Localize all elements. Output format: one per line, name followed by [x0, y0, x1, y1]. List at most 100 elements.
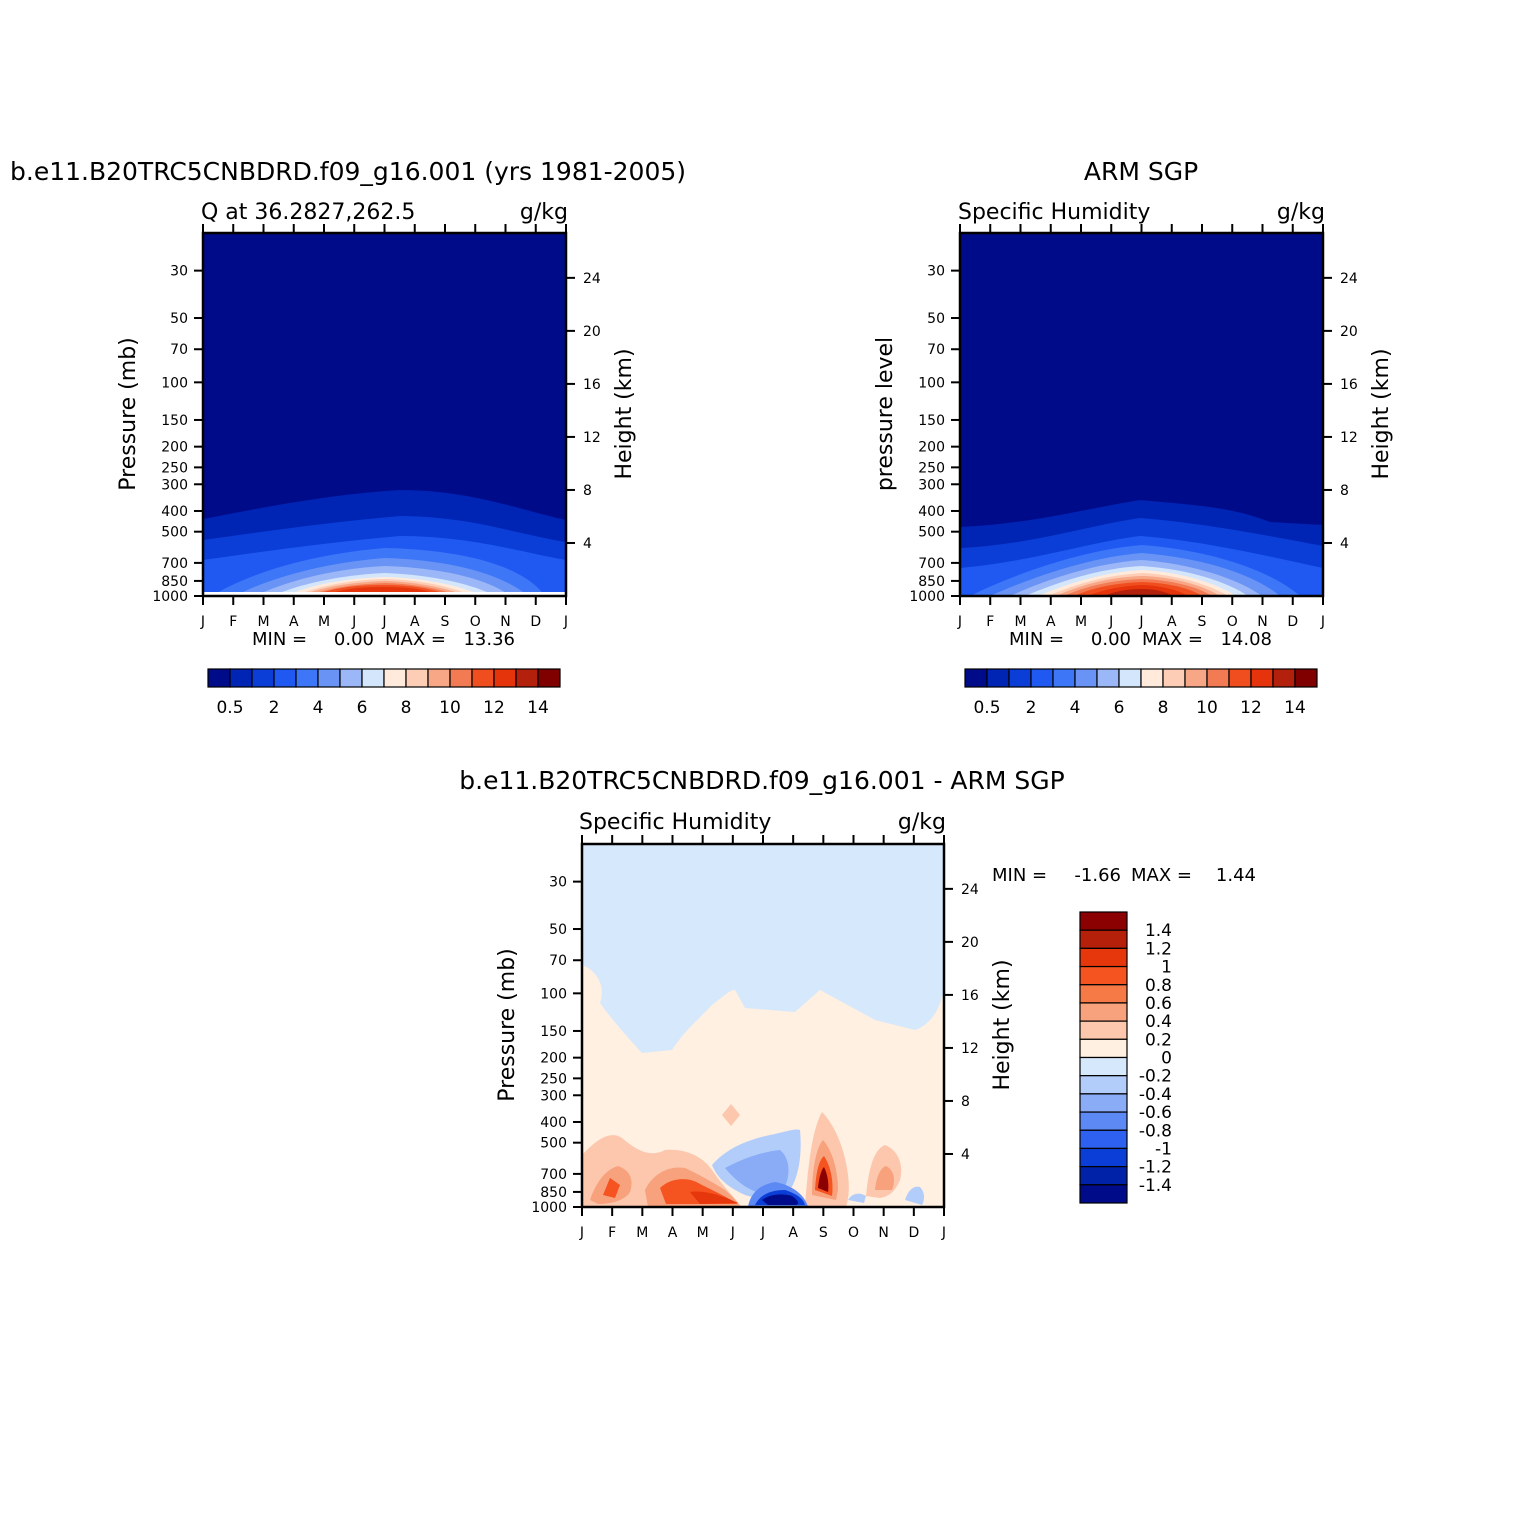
colorbar-label: 10	[439, 698, 461, 718]
colorbar-swatch	[1008, 668, 1032, 688]
contour-band	[690, 1191, 738, 1204]
panel-observation: ARM SGP Specific Humidity g/kg 305070100…	[873, 157, 1394, 718]
colorbar-swatch	[1079, 1129, 1128, 1150]
colorbar-swatch	[1228, 668, 1252, 688]
colorbar-label: -0.8	[1139, 1121, 1172, 1141]
panel-units: g/kg	[898, 810, 946, 835]
height-tick-label: 4	[961, 1147, 970, 1163]
pressure-tick-label: 500	[540, 1136, 567, 1152]
height-tick-label: 8	[961, 1094, 970, 1110]
month-tick-label: J	[579, 1225, 584, 1241]
colorbar-label: -0.6	[1139, 1103, 1172, 1123]
month-tick-label: M	[697, 1225, 709, 1241]
colorbar-swatch	[1079, 1038, 1128, 1059]
month-tick-label: S	[1198, 614, 1207, 630]
height-tick-label: 12	[1340, 430, 1358, 446]
month-tick-label: M	[1014, 614, 1026, 630]
pressure-tick-label: 1000	[531, 1200, 567, 1216]
pressure-tick-label: 250	[918, 460, 945, 476]
pressure-tick-label: 30	[927, 264, 945, 280]
min-label: MIN =	[992, 865, 1047, 886]
contour-band	[818, 1167, 829, 1192]
month-tick-label: A	[1167, 614, 1177, 630]
max-label: MAX =	[1142, 629, 1203, 650]
month-tick-label: O	[848, 1225, 859, 1241]
month-tick-label: N	[878, 1225, 888, 1241]
pressure-tick-label: 700	[540, 1167, 567, 1183]
height-tick-label: 16	[583, 377, 601, 393]
colorbar-swatch	[964, 668, 988, 688]
month-tick-label: A	[1046, 614, 1056, 630]
height-tick-label: 20	[961, 935, 979, 951]
pressure-tick-label: 50	[927, 311, 945, 327]
min-value: -1.66	[1074, 865, 1121, 886]
colorbar-swatch	[1250, 668, 1274, 688]
panel-title: ARM SGP	[1084, 157, 1198, 186]
panel-title: b.e11.B20TRC5CNBDRD.f09_g16.001 - ARM SG…	[459, 766, 1064, 795]
colorbar-label: 0.6	[1145, 994, 1172, 1014]
contour-band	[603, 1178, 620, 1198]
colorbar-swatch	[405, 668, 429, 688]
y-axis-right-label: Height (km)	[612, 348, 637, 479]
colorbar-label: 0.4	[1145, 1012, 1172, 1032]
height-tick-label: 20	[583, 324, 601, 340]
pressure-tick-label: 400	[918, 504, 945, 520]
colorbar-label: -0.2	[1139, 1067, 1172, 1087]
colorbar-swatch	[1079, 1075, 1128, 1095]
colorbar-swatch	[383, 668, 407, 688]
pressure-tick-label: 400	[161, 504, 188, 520]
colorbar-swatch	[1079, 1002, 1128, 1022]
min-value: 0.00	[1091, 629, 1131, 650]
panel-subtitle: Specific Humidity	[579, 810, 771, 835]
height-tick-label: 16	[961, 988, 979, 1004]
colorbar-swatch	[1140, 668, 1164, 688]
colorbar-swatch	[537, 668, 561, 688]
colorbar-label: 0.5	[216, 698, 243, 718]
max-value: 14.08	[1220, 629, 1272, 650]
month-tick-label: N	[500, 614, 510, 630]
height-tick-label: 12	[961, 1041, 979, 1057]
pressure-tick-label: 200	[161, 440, 188, 456]
pressure-tick-label: 200	[540, 1051, 567, 1067]
colorbar-label: -0.4	[1139, 1085, 1172, 1105]
min-value: 0.00	[334, 629, 374, 650]
height-tick-label: 8	[1340, 483, 1349, 499]
colorbar: 1.41.210.80.60.40.20-0.2-0.4-0.6-0.8-1-1…	[1079, 911, 1172, 1204]
colorbar-label: 6	[357, 698, 368, 718]
colorbar-label: 12	[483, 698, 505, 718]
contour-band	[722, 1104, 740, 1126]
colorbar-label: -1.4	[1139, 1176, 1172, 1196]
pressure-tick-label: 850	[540, 1185, 567, 1201]
colorbar-swatch	[1079, 1056, 1128, 1077]
pressure-tick-label: 70	[927, 342, 945, 358]
colorbar-swatch	[1079, 1147, 1128, 1168]
pressure-tick-label: 500	[918, 525, 945, 541]
colorbar-label: 1	[1161, 958, 1172, 978]
pressure-tick-label: 150	[161, 413, 188, 429]
contour-band	[1104, 589, 1174, 596]
colorbar-label: 4	[1070, 698, 1081, 718]
colorbar-swatch	[1079, 1093, 1128, 1113]
pressure-tick-label: 100	[161, 375, 188, 391]
colorbar-swatch	[1079, 1111, 1128, 1131]
month-tick-label: J	[941, 1225, 946, 1241]
height-tick-label: 12	[583, 430, 601, 446]
panel-subtitle: Specific Humidity	[958, 200, 1150, 225]
colorbar-swatch	[493, 668, 517, 688]
colorbar-swatch	[1079, 947, 1128, 968]
height-tick-label: 4	[583, 536, 592, 552]
pressure-tick-label: 200	[918, 440, 945, 456]
contour-band	[762, 1194, 799, 1205]
colorbar-label: 8	[401, 698, 412, 718]
colorbar-label: -1.2	[1139, 1158, 1172, 1178]
contour-band	[875, 1166, 894, 1190]
colorbar-label: -1	[1155, 1139, 1172, 1159]
height-tick-label: 16	[1340, 377, 1358, 393]
month-tick-label: J	[730, 1225, 735, 1241]
panel-difference: b.e11.B20TRC5CNBDRD.f09_g16.001 - ARM SG…	[459, 766, 1256, 1241]
colorbar-label: 0.2	[1145, 1030, 1172, 1050]
colorbar-label: 2	[1026, 698, 1037, 718]
